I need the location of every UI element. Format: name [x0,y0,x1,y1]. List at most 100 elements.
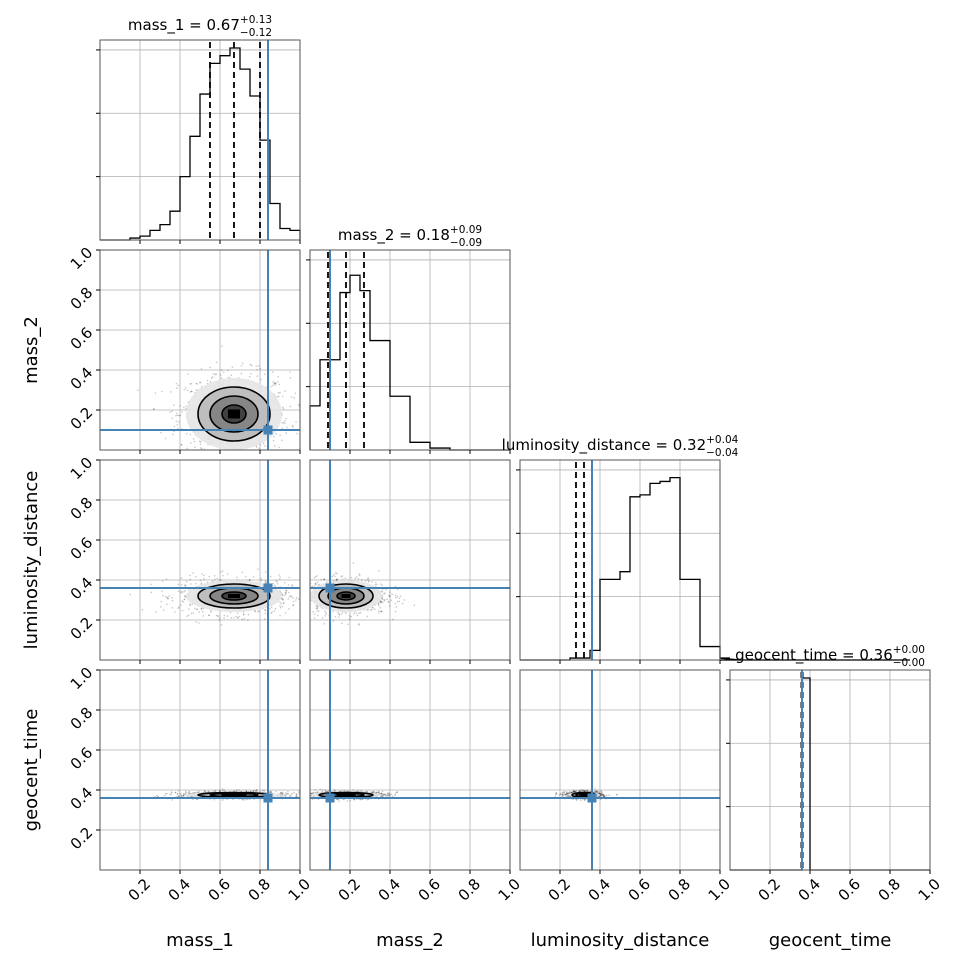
sample-point [173,404,175,406]
sample-point [278,383,280,386]
sample-point [241,362,244,365]
sample-point [287,584,290,586]
sample-point [282,421,285,424]
sample-point [216,577,219,580]
sample-point [137,389,139,391]
sample-point [180,794,183,797]
sample-point [216,457,218,459]
sample-point [379,610,382,612]
sample-point [308,454,310,456]
sample-point [284,794,287,797]
sample-point [388,605,391,607]
sample-point [195,382,197,385]
sample-point [160,431,162,434]
sample-point [160,390,163,393]
sample-point [201,573,203,575]
sample-point [183,406,185,409]
sample-point [566,793,569,795]
sample-point [306,797,308,799]
sample-point [208,614,210,617]
sample-point [388,595,391,597]
sample-point [341,575,344,577]
sample-point [353,612,355,615]
sample-point [297,791,300,794]
sample-point [581,789,584,791]
sample-point [280,791,282,794]
sample-point [275,432,278,435]
sample-point [583,798,586,801]
sample-point [272,381,274,383]
sample-point [254,610,256,613]
sample-point [375,791,378,794]
sample-point [161,580,164,583]
sample-point [264,580,267,582]
sample-point [314,791,316,794]
sample-point [597,792,600,794]
sample-point [272,435,275,438]
sample-point [383,793,385,795]
sample-point [602,793,604,796]
sample-point [354,577,356,580]
sample-point [252,790,255,792]
sample-point [285,793,287,795]
sample-point [306,793,308,795]
sample-point [161,590,163,592]
sample-point [269,575,272,578]
sample-point [295,793,298,796]
sample-point [340,613,343,615]
sample-point [256,375,259,377]
sample-point [314,575,317,578]
sample-point [380,590,383,592]
sample-point [275,790,277,793]
sample-point [248,451,250,453]
sample-point [176,793,179,796]
sample-point [272,582,274,585]
sample-point [177,794,180,797]
contour-line [209,395,259,433]
sample-point [222,371,225,373]
sample-point [264,609,267,611]
sample-point [559,793,562,796]
sample-point [324,790,327,793]
sample-point [129,593,132,596]
sample-point [283,422,286,424]
sample-point [221,788,224,790]
sample-point [304,596,306,598]
sample-point [304,793,306,795]
sample-point [274,607,277,610]
sample-point [575,799,578,801]
sample-point [361,790,364,793]
sample-point [277,391,280,394]
sample-point [199,381,202,384]
sample-point [300,794,302,796]
sample-point [175,412,178,414]
sample-point [338,613,340,615]
sample-point [300,794,302,796]
sample-point [304,610,306,612]
sample-point [243,617,246,620]
sample-point [285,589,288,592]
sample-point [295,599,297,601]
sample-point [292,597,294,599]
sample-point [170,791,173,794]
sample-point [382,601,384,604]
sample-point [561,793,563,796]
sample-point [304,795,306,797]
sample-point [175,414,177,417]
sample-point [306,604,308,606]
sample-point [276,396,279,398]
sample-point [321,616,324,619]
sample-point [558,794,560,796]
sample-point [367,579,370,582]
sample-point [177,590,180,592]
sample-point [278,578,281,581]
sample-point [200,368,203,370]
sample-point [235,615,237,618]
sample-point [176,424,178,426]
sample-point [280,439,283,442]
sample-point [270,790,272,793]
sample-point [337,611,339,614]
sample-point [304,597,306,599]
sample-point [221,345,223,348]
sample-point [205,790,207,793]
